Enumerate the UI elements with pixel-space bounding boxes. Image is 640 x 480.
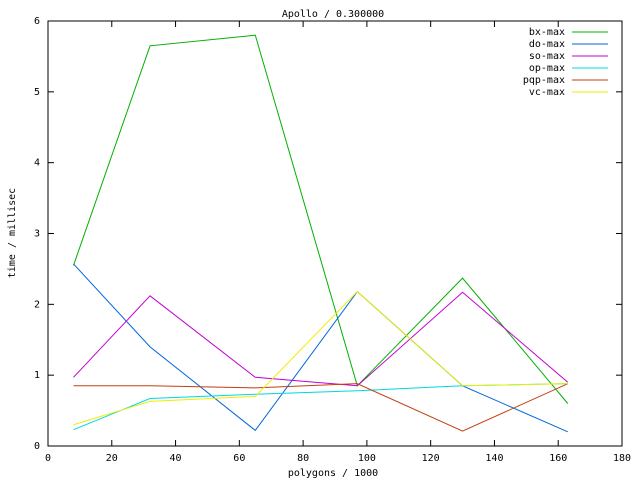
legend-label: pqp-max: [523, 75, 565, 86]
x-tick-label: 120: [422, 453, 440, 464]
y-tick-label: 4: [34, 158, 40, 169]
x-tick-label: 0: [45, 453, 51, 464]
series-line: [73, 383, 568, 432]
x-tick-label: 140: [485, 453, 503, 464]
legend-label: so-max: [529, 51, 565, 62]
y-tick-label: 5: [34, 87, 40, 98]
chart-title: Apollo / 0.300000: [282, 9, 384, 20]
x-tick-label: 60: [233, 453, 245, 464]
series-line: [73, 263, 568, 433]
x-axis-label: polygons / 1000: [288, 468, 378, 479]
legend-label: bx-max: [529, 27, 565, 38]
x-tick-label: 100: [358, 453, 376, 464]
y-tick-label: 3: [34, 229, 40, 240]
x-tick-label: 40: [170, 453, 182, 464]
legend-label: vc-max: [529, 87, 565, 98]
x-tick-label: 160: [549, 453, 567, 464]
x-tick-label: 80: [297, 453, 309, 464]
legend-label: do-max: [529, 39, 565, 50]
series-line: [73, 290, 568, 426]
series-line: [73, 291, 569, 387]
y-tick-label: 1: [34, 370, 40, 381]
y-tick-label: 0: [34, 441, 40, 452]
x-tick-label: 180: [613, 453, 631, 464]
legend-label: op-max: [529, 63, 565, 74]
y-tick-label: 2: [34, 299, 40, 310]
y-axis-label: time / millisec: [7, 188, 18, 278]
x-tick-label: 20: [106, 453, 118, 464]
series-line: [73, 34, 569, 404]
y-tick-label: 6: [34, 16, 40, 27]
